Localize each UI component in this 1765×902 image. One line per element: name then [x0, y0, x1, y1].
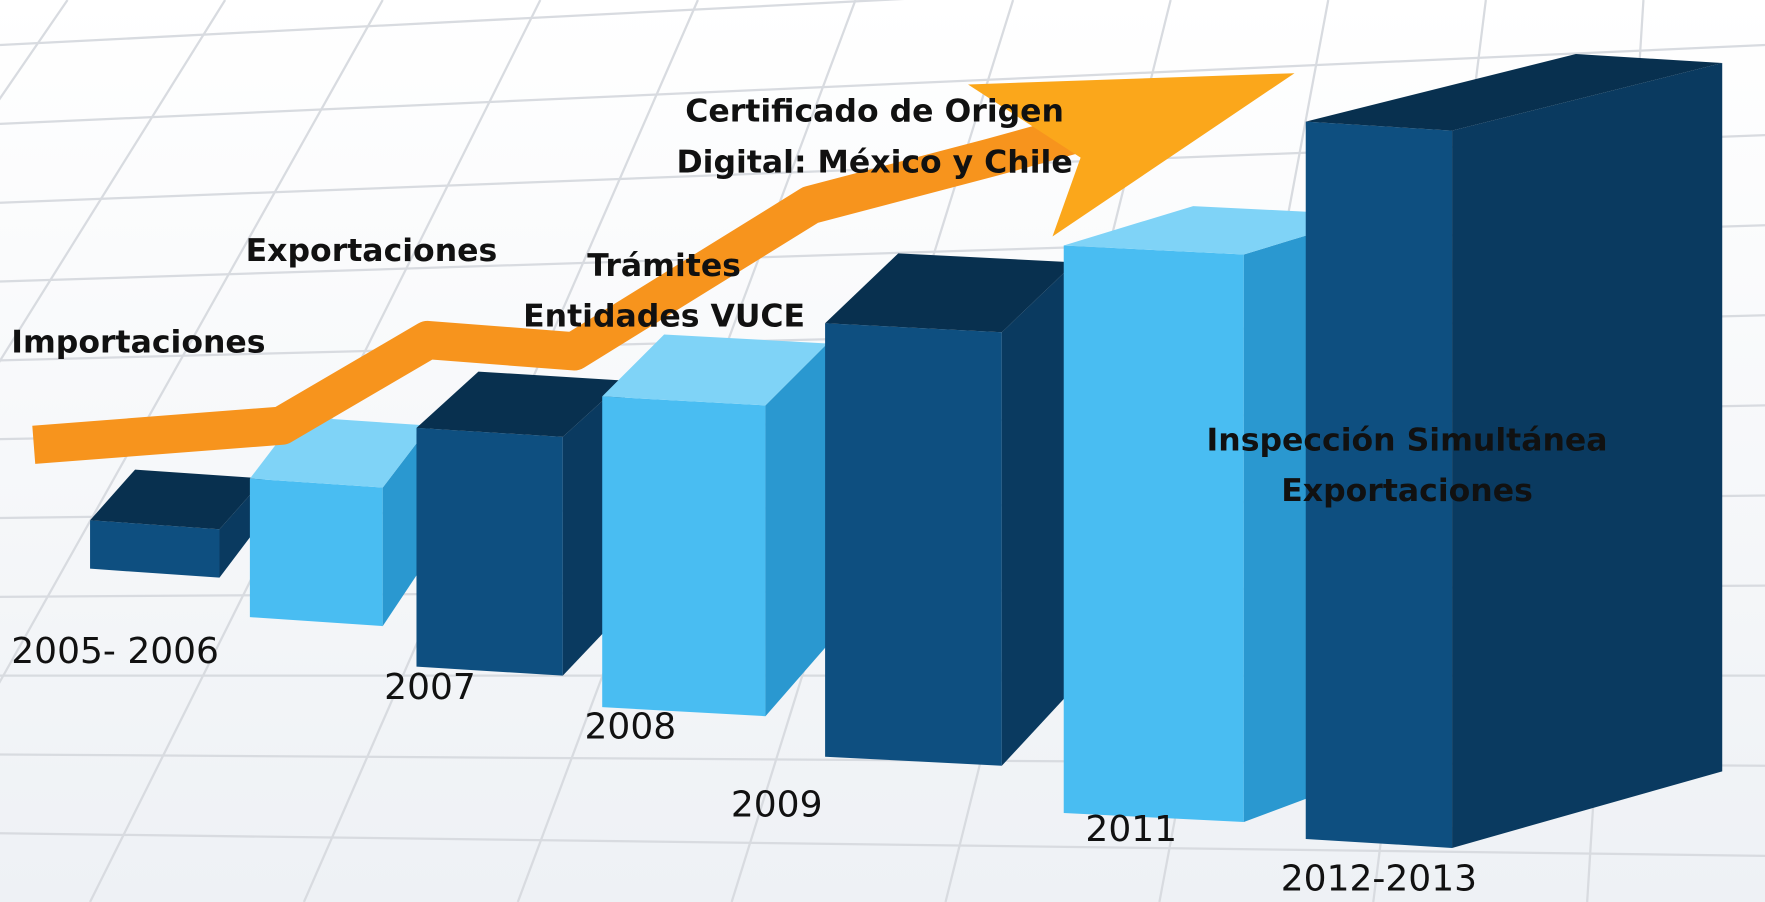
grid-line: [0, 43, 1765, 125]
growth-arrow: [32, 73, 1295, 464]
bars: [90, 54, 1723, 848]
bar-top: [825, 253, 1075, 333]
year-label: 2009: [731, 784, 823, 825]
year-label: 2008: [585, 707, 677, 748]
grid-line: [0, 832, 1765, 857]
bar-front: [416, 427, 563, 676]
bar-side: [1001, 262, 1075, 766]
milestone-label: Trámites: [587, 248, 741, 284]
bar-top: [90, 469, 265, 530]
bar-front: [1305, 121, 1453, 848]
bar-front: [249, 478, 383, 627]
arrow-head: [968, 73, 1295, 237]
bar-front: [90, 520, 220, 578]
grid-line: [0, 0, 227, 363]
bar-front: [602, 396, 766, 717]
bar-top: [602, 334, 828, 406]
bar-side: [1452, 63, 1723, 848]
milestone-label: Inspección Simultánea: [1207, 422, 1608, 458]
labels: Importaciones Exportaciones Trámites Entida…: [11, 94, 1607, 900]
milestone-label: Certificado de Origen: [685, 94, 1064, 130]
year-label: 2012-2013: [1281, 859, 1477, 900]
milestone-label: Digital: México y Chile: [677, 144, 1073, 180]
bar-front: [1063, 245, 1244, 823]
year-label: 2011: [1085, 809, 1177, 850]
grid-line: [0, 0, 905, 47]
bar-top: [416, 371, 625, 437]
arrow-body: [32, 98, 1143, 464]
year-label: 2007: [384, 667, 476, 708]
milestone-label: Exportaciones: [246, 233, 498, 269]
bar-top: [1063, 206, 1374, 255]
milestone-label: Entidades VUCE: [523, 299, 805, 335]
bar-side: [765, 343, 828, 717]
bar-front: [825, 323, 1002, 766]
bar-top: [1305, 54, 1723, 131]
milestone-label: Importaciones: [11, 324, 265, 360]
year-label: 2005- 2006: [11, 631, 219, 672]
milestone-label: Exportaciones: [1281, 473, 1533, 509]
